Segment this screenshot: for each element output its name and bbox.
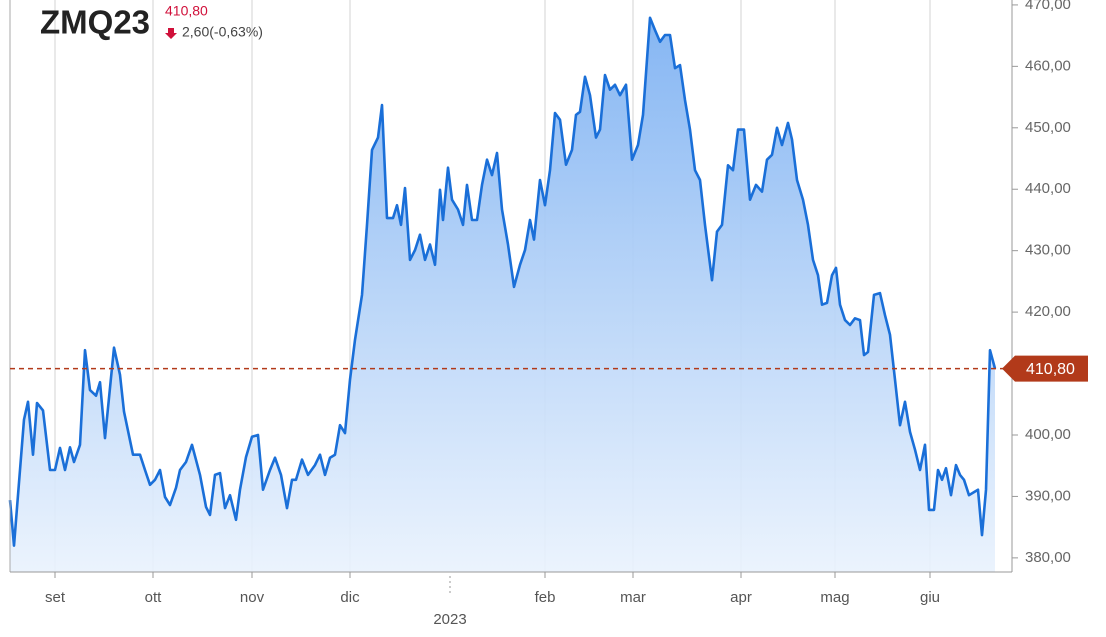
- price-line: [8, 16, 997, 547]
- change: 2,60(-0,63%): [182, 24, 263, 40]
- y-tick-label: 420,00: [1025, 303, 1071, 320]
- x-tick-label: feb: [535, 589, 556, 606]
- y-tick-label: 380,00: [1025, 549, 1071, 566]
- y-tick-label: 400,00: [1025, 426, 1071, 443]
- x-tick-label: dic: [340, 589, 360, 606]
- x-tick-label: mag: [820, 589, 849, 606]
- x-tick-label: nov: [240, 589, 265, 606]
- down-arrow: [165, 28, 177, 39]
- y-tick-label: 470,00: [1025, 0, 1071, 13]
- x-tick-label: giu: [920, 589, 940, 606]
- x-tick-label: apr: [730, 589, 752, 606]
- x-tick-label: set: [45, 589, 66, 606]
- price-badge-label: 410,80: [1026, 361, 1075, 378]
- area: [10, 17, 995, 573]
- y-tick-label: 430,00: [1025, 242, 1071, 259]
- last-price: 410,80: [165, 3, 208, 19]
- symbol: ZMQ23: [40, 4, 150, 41]
- year-label: 2023: [433, 611, 466, 628]
- y-tick-label: 390,00: [1025, 487, 1071, 504]
- y-tick-label: 450,00: [1025, 119, 1071, 136]
- y-tick-label: 460,00: [1025, 57, 1071, 74]
- x-tick-label: ott: [145, 589, 163, 606]
- price-badge: [1002, 355, 1088, 382]
- y-tick-label: 440,00: [1025, 180, 1071, 197]
- x-tick-label: mar: [620, 589, 646, 606]
